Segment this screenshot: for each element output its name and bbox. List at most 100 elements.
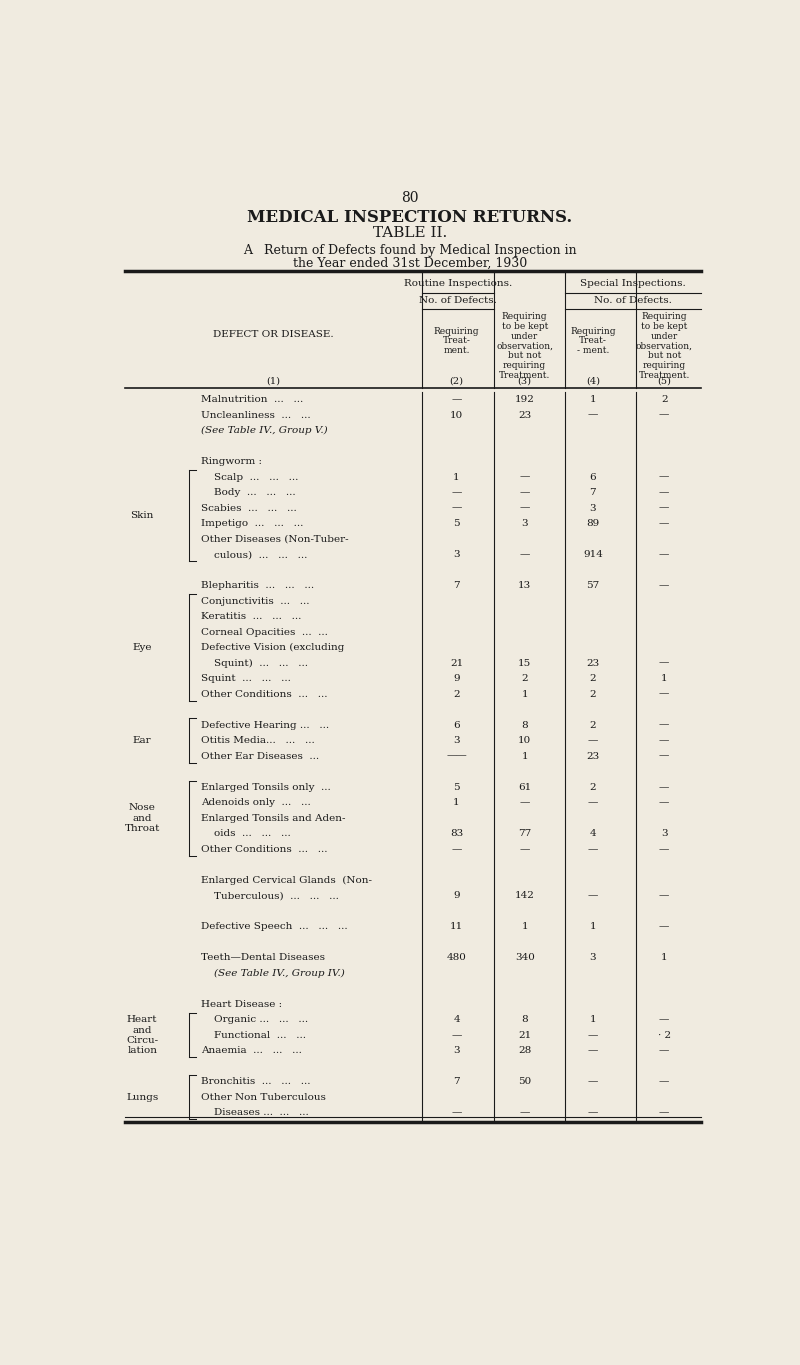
Text: Anaemia  ...   ...   ...: Anaemia ... ... ... — [201, 1046, 302, 1055]
Text: —: — — [588, 1031, 598, 1040]
Text: under: under — [650, 332, 678, 340]
Text: Other Conditions  ...   ...: Other Conditions ... ... — [201, 845, 327, 853]
Text: Organic ...   ...   ...: Organic ... ... ... — [201, 1016, 308, 1024]
Text: 1: 1 — [661, 674, 667, 684]
Text: —: — — [519, 550, 530, 560]
Text: Defective Speech  ...   ...   ...: Defective Speech ... ... ... — [201, 923, 348, 931]
Text: 6: 6 — [590, 472, 596, 482]
Text: 192: 192 — [514, 394, 534, 404]
Text: —: — — [659, 923, 670, 931]
Text: —: — — [659, 1077, 670, 1087]
Text: Requiring: Requiring — [434, 326, 479, 336]
Text: Diseases ...  ...   ...: Diseases ... ... ... — [201, 1108, 309, 1118]
Text: Lungs: Lungs — [126, 1093, 158, 1102]
Text: Ringworm :: Ringworm : — [201, 457, 262, 465]
Text: 3: 3 — [590, 953, 596, 962]
Text: 77: 77 — [518, 829, 531, 838]
Text: —: — — [519, 1108, 530, 1118]
Text: —: — — [519, 489, 530, 497]
Text: Treatment.: Treatment. — [638, 371, 690, 379]
Text: —: — — [659, 411, 670, 419]
Text: Special Inspections.: Special Inspections. — [580, 278, 686, 288]
Text: 914: 914 — [583, 550, 603, 560]
Text: - ment.: - ment. — [577, 347, 609, 355]
Text: 1: 1 — [661, 953, 667, 962]
Text: 9: 9 — [453, 891, 460, 901]
Text: DEFECT OR DISEASE.: DEFECT OR DISEASE. — [214, 329, 334, 339]
Text: 28: 28 — [518, 1046, 531, 1055]
Text: oids  ...   ...   ...: oids ... ... ... — [201, 829, 291, 838]
Text: —: — — [659, 581, 670, 590]
Text: —: — — [451, 504, 462, 513]
Text: —: — — [659, 1046, 670, 1055]
Text: —: — — [659, 504, 670, 513]
Text: ment.: ment. — [443, 347, 470, 355]
Text: 2: 2 — [453, 689, 460, 699]
Text: 61: 61 — [518, 782, 531, 792]
Text: 4: 4 — [453, 1016, 460, 1024]
Text: 5: 5 — [453, 782, 460, 792]
Text: under: under — [511, 332, 538, 340]
Text: Keratitis  ...   ...   ...: Keratitis ... ... ... — [201, 612, 302, 621]
Text: requiring: requiring — [503, 360, 546, 370]
Text: Conjunctivitis  ...   ...: Conjunctivitis ... ... — [201, 597, 310, 606]
Text: (4): (4) — [586, 377, 600, 386]
Text: 13: 13 — [518, 581, 531, 590]
Text: but not: but not — [508, 351, 542, 360]
Text: Other Conditions  ...   ...: Other Conditions ... ... — [201, 689, 327, 699]
Text: —: — — [588, 799, 598, 807]
Text: No. of Defects.: No. of Defects. — [594, 296, 672, 304]
Text: Skin: Skin — [130, 512, 154, 520]
Text: —: — — [451, 394, 462, 404]
Text: (See Table IV., Group V.): (See Table IV., Group V.) — [201, 426, 328, 435]
Text: TABLE II.: TABLE II. — [373, 225, 447, 240]
Text: Enlarged Tonsils only  ...: Enlarged Tonsils only ... — [201, 782, 331, 792]
Text: 2: 2 — [590, 689, 596, 699]
Text: 2: 2 — [661, 394, 667, 404]
Text: 1: 1 — [590, 1016, 596, 1024]
Text: 1: 1 — [522, 752, 528, 760]
Text: 8: 8 — [522, 721, 528, 730]
Text: Requiring: Requiring — [570, 326, 616, 336]
Text: 89: 89 — [586, 519, 599, 528]
Text: Other Diseases (Non-Tuber-: Other Diseases (Non-Tuber- — [201, 535, 349, 543]
Text: (See Table IV., Group IV.): (See Table IV., Group IV.) — [201, 969, 345, 977]
Text: Other Non Tuberculous: Other Non Tuberculous — [201, 1093, 326, 1102]
Text: Blepharitis  ...   ...   ...: Blepharitis ... ... ... — [201, 581, 314, 590]
Text: 83: 83 — [450, 829, 463, 838]
Text: 4: 4 — [590, 829, 596, 838]
Text: 11: 11 — [450, 923, 463, 931]
Text: 10: 10 — [518, 736, 531, 745]
Text: 23: 23 — [586, 752, 599, 760]
Text: 23: 23 — [586, 659, 599, 667]
Text: 7: 7 — [590, 489, 596, 497]
Text: —: — — [659, 736, 670, 745]
Text: 57: 57 — [586, 581, 599, 590]
Text: 1: 1 — [522, 923, 528, 931]
Text: 142: 142 — [514, 891, 534, 901]
Text: A   Return of Defects found by Medical Inspection in: A Return of Defects found by Medical Ins… — [243, 244, 577, 257]
Text: 50: 50 — [518, 1077, 531, 1087]
Text: —: — — [451, 489, 462, 497]
Text: requiring: requiring — [642, 360, 686, 370]
Text: observation,: observation, — [496, 341, 554, 351]
Text: Heart Disease :: Heart Disease : — [201, 999, 282, 1009]
Text: —: — — [659, 1016, 670, 1024]
Text: Eye: Eye — [133, 643, 152, 652]
Text: Defective Hearing ...   ...: Defective Hearing ... ... — [201, 721, 329, 730]
Text: Otitis Media...   ...   ...: Otitis Media... ... ... — [201, 736, 315, 745]
Text: 2: 2 — [590, 674, 596, 684]
Text: Defective Vision (excluding: Defective Vision (excluding — [201, 643, 345, 652]
Text: —: — — [588, 845, 598, 853]
Text: Squint)  ...   ...   ...: Squint) ... ... ... — [201, 659, 308, 667]
Text: (5): (5) — [658, 377, 671, 386]
Text: Scabies  ...   ...   ...: Scabies ... ... ... — [201, 504, 297, 513]
Text: 21: 21 — [450, 659, 463, 667]
Text: 7: 7 — [453, 1077, 460, 1087]
Text: —: — — [588, 891, 598, 901]
Text: —: — — [659, 1108, 670, 1118]
Text: (2): (2) — [450, 377, 463, 386]
Text: 3: 3 — [453, 550, 460, 560]
Text: —: — — [451, 845, 462, 853]
Text: —: — — [451, 1031, 462, 1040]
